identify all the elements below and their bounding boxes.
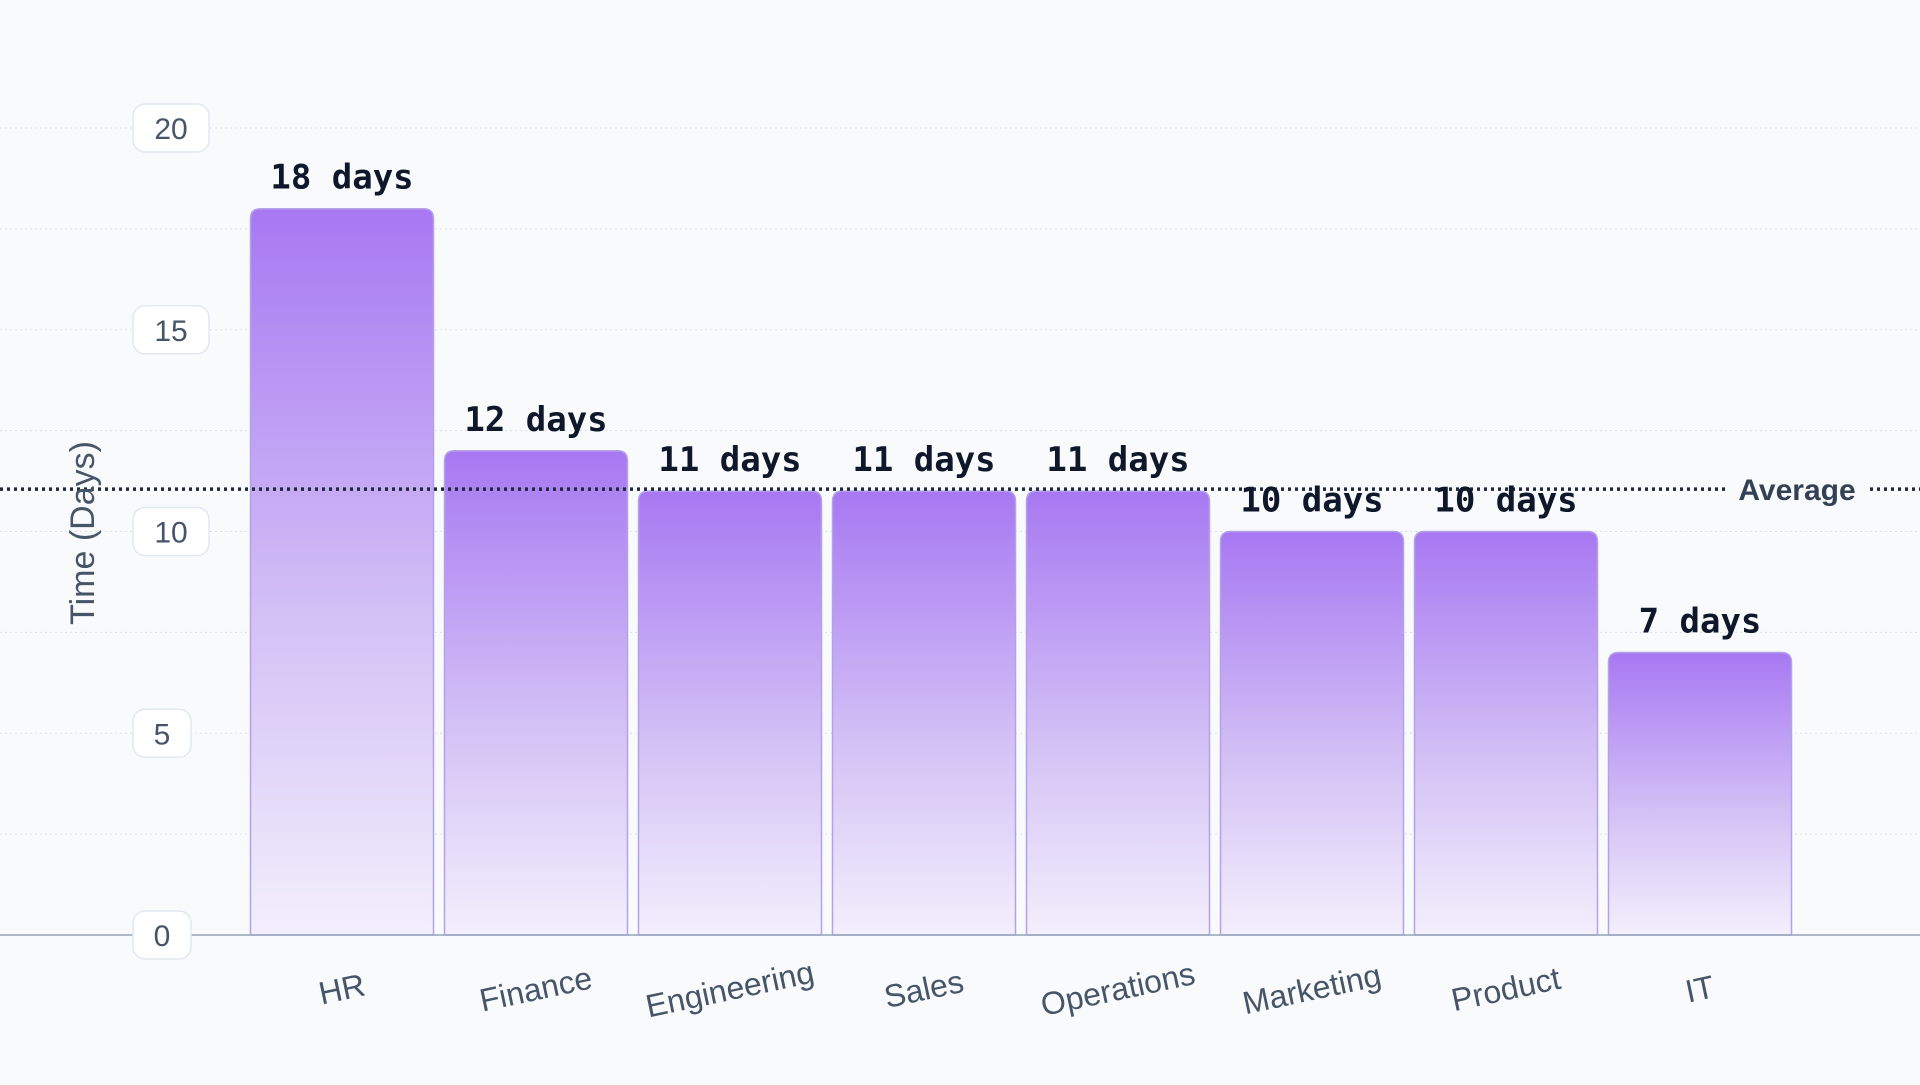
y-tick-box [132, 910, 192, 960]
y-tick-label: 20 [154, 113, 187, 146]
x-tick-label: Finance [476, 960, 595, 1019]
x-tick-label: HR [315, 967, 368, 1012]
x-tick-label: Marketing [1239, 957, 1384, 1021]
bars [249, 207, 1793, 936]
data-label: 18 days [270, 158, 413, 198]
x-tick-label: Product [1448, 960, 1563, 1018]
y-axis-title: Time (Days) [64, 441, 102, 625]
bar-finance [443, 450, 629, 936]
data-label: 11 days [1046, 440, 1189, 480]
bar-engineering [637, 490, 823, 936]
data-label: 12 days [464, 400, 607, 440]
bar-marketing [1219, 530, 1405, 936]
y-tick-label: 10 [154, 517, 187, 550]
average-line-group: Average [0, 474, 1920, 507]
data-label: 11 days [852, 440, 995, 480]
y-tick-box [132, 305, 210, 355]
x-tick-label: Sales [881, 963, 967, 1015]
y-tick-label: 5 [154, 718, 171, 751]
x-tick-label: Operations [1037, 955, 1198, 1023]
bar-it [1607, 651, 1793, 936]
data-label: 11 days [658, 440, 801, 480]
data-label: 10 days [1240, 481, 1383, 521]
x-tick-label: Engineering [643, 954, 818, 1025]
y-tick-label: 15 [154, 315, 187, 348]
y-tick-label: 0 [154, 920, 171, 953]
data-label: 10 days [1434, 481, 1577, 521]
data-label: 7 days [1639, 602, 1762, 642]
bar-operations [1025, 490, 1211, 936]
y-tick-box [132, 506, 210, 557]
average-label: Average [1738, 474, 1855, 507]
y-tick-box [132, 708, 192, 758]
bar-product [1413, 530, 1599, 936]
bar-sales [831, 490, 1017, 936]
axes: 0 5 10 15 20 [0, 103, 1920, 960]
x-tick-label: IT [1682, 968, 1717, 1009]
y-tick-box [132, 103, 210, 153]
bar-hr [249, 207, 435, 936]
